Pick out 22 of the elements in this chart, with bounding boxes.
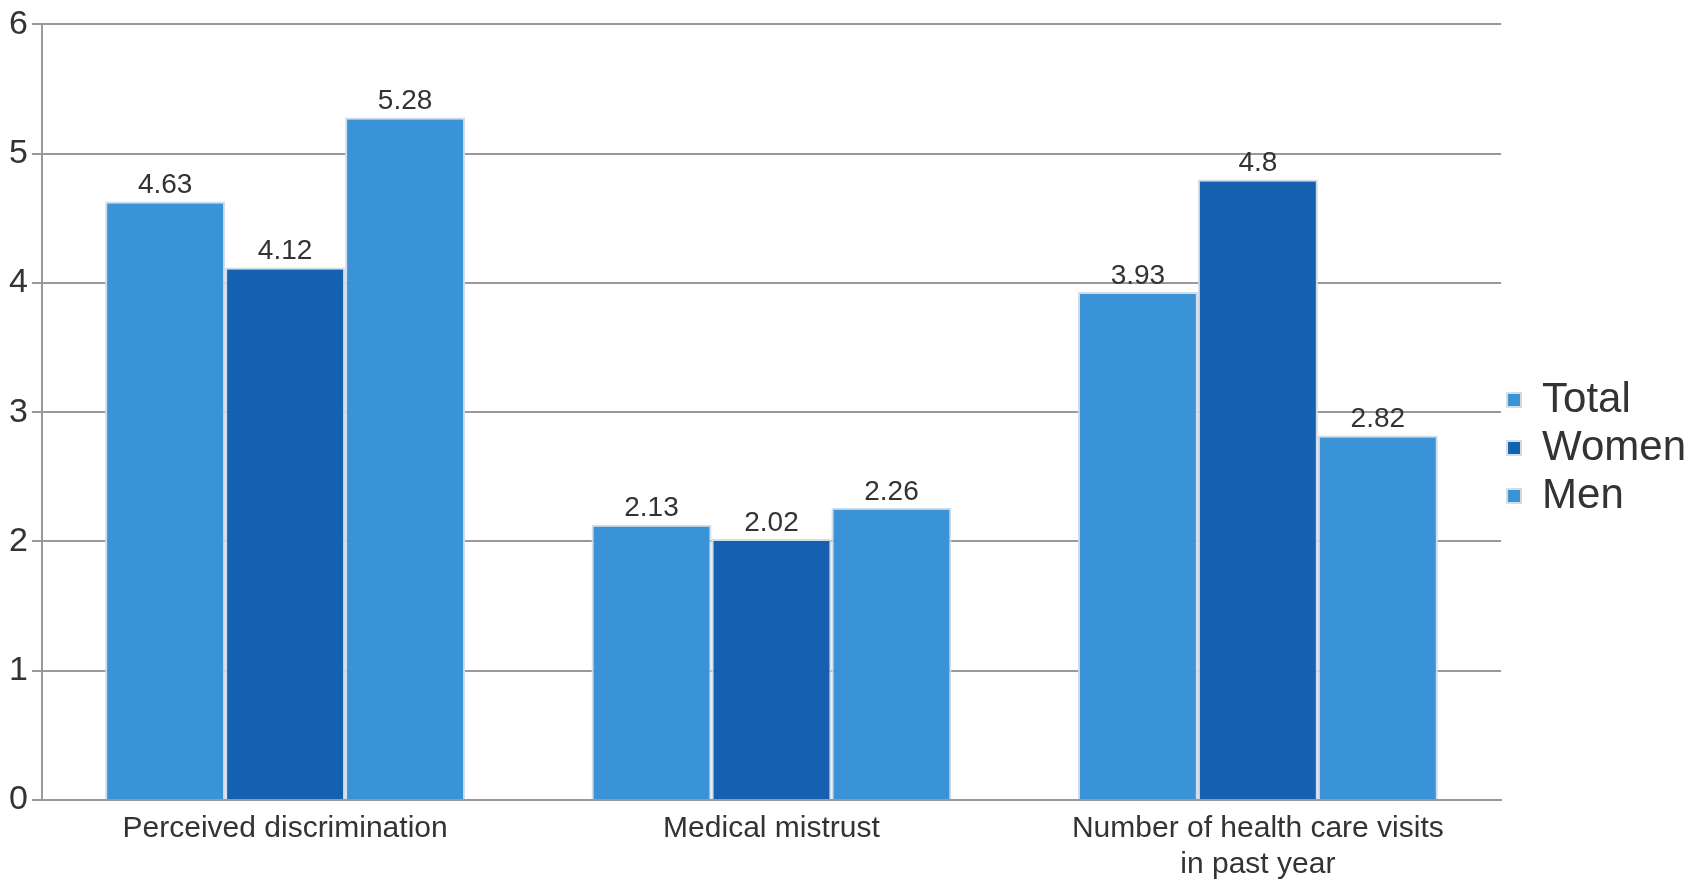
x-tick-label: Medical mistrust — [663, 810, 881, 844]
x-tick-label: Perceived discrimination — [122, 810, 448, 844]
y-tick-label: 3 — [8, 390, 28, 429]
data-label: 2.02 — [744, 505, 799, 537]
data-label: 4.12 — [257, 234, 313, 266]
legend-label: Women — [1542, 421, 1687, 469]
y-tick-label: 4 — [8, 261, 28, 300]
data-label: 4.8 — [1238, 146, 1278, 178]
y-tick-label: 6 — [8, 2, 28, 41]
legend-label: Total — [1542, 373, 1631, 421]
data-label: 2.13 — [624, 491, 679, 523]
data-label: 2.82 — [1350, 402, 1406, 434]
y-tick-label: 0 — [8, 778, 28, 817]
y-tick-label: 2 — [8, 519, 28, 558]
legend-label: Men — [1542, 469, 1624, 517]
data-label: 3.93 — [1110, 258, 1166, 290]
data-label: 5.28 — [377, 84, 433, 116]
data-label: 2.26 — [864, 474, 919, 506]
y-tick-label: 5 — [8, 132, 28, 171]
y-tick-label: 1 — [8, 649, 28, 688]
x-tick-label: Number of health care visits in past year — [1071, 810, 1444, 880]
data-label: 4.63 — [137, 168, 193, 200]
